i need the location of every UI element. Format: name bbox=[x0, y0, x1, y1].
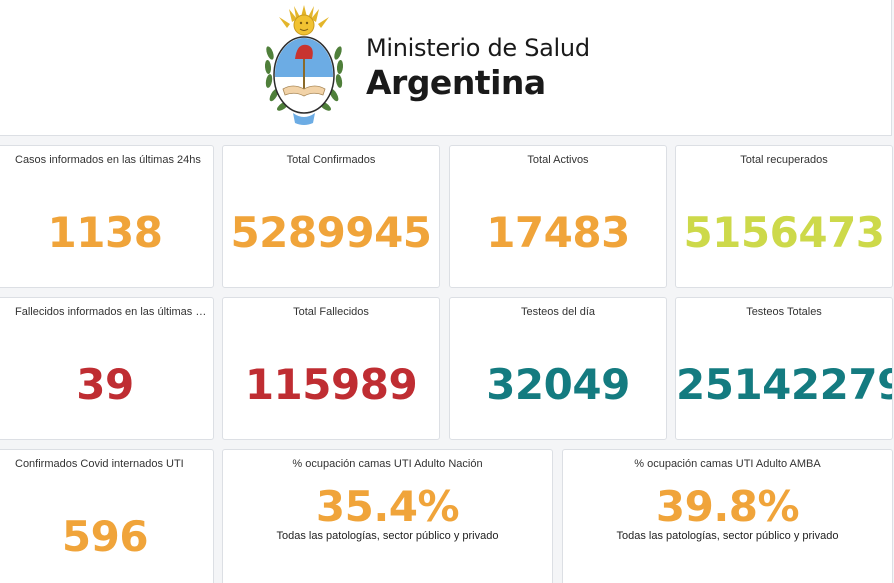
card-total-fallecidos: Total Fallecidos 115989 bbox=[222, 297, 440, 440]
card-value: 39 bbox=[76, 360, 134, 409]
card-value: 25142279 bbox=[676, 360, 893, 409]
card-title: % ocupación camas UTI Adulto AMBA bbox=[634, 458, 821, 470]
card-total-recuperados: Total recuperados 5156473 bbox=[675, 145, 893, 288]
card-value: 32049 bbox=[486, 360, 630, 409]
card-title: % ocupación camas UTI Adulto Nación bbox=[292, 458, 483, 470]
card-casos-ultimas: Casos informados en las últimas 24hs 113… bbox=[0, 145, 214, 288]
card-total-confirmados: Total Confirmados 5289945 bbox=[222, 145, 440, 288]
card-title: Total Confirmados bbox=[286, 154, 376, 166]
card-title: Total Activos bbox=[527, 154, 589, 166]
card-title: Casos informados en las últimas 24hs bbox=[15, 154, 201, 166]
card-internados-uti: Confirmados Covid internados UTI 596 bbox=[0, 449, 214, 583]
card-ocupacion-amba: % ocupación camas UTI Adulto AMBA 39.8% … bbox=[562, 449, 893, 583]
card-fallecidos-ultimas: Fallecidos informados en las últimas 24h… bbox=[0, 297, 214, 440]
card-value: 5156473 bbox=[683, 208, 885, 257]
header-banner: Ministerio de Salud Argentina bbox=[0, 0, 892, 136]
card-title: Fallecidos informados en las últimas 24h… bbox=[15, 306, 207, 318]
card-testeos-totales: Testeos Totales 25142279 bbox=[675, 297, 893, 440]
ministry-name: Ministerio de Salud bbox=[366, 34, 590, 62]
brand-block: Ministerio de Salud Argentina bbox=[366, 33, 590, 103]
card-value: 1138 bbox=[47, 208, 163, 257]
country-name: Argentina bbox=[366, 63, 546, 102]
card-testeos-dia: Testeos del día 32049 bbox=[449, 297, 667, 440]
card-value: 5289945 bbox=[230, 208, 432, 257]
card-title: Testeos del día bbox=[521, 306, 595, 318]
card-value: 17483 bbox=[486, 208, 630, 257]
card-value: 39.8% bbox=[655, 482, 800, 531]
card-title: Total Fallecidos bbox=[293, 306, 369, 318]
card-value: 115989 bbox=[244, 360, 418, 409]
card-title: Confirmados Covid internados UTI bbox=[15, 458, 184, 470]
card-value: 35.4% bbox=[315, 482, 460, 531]
card-value: 596 bbox=[61, 512, 149, 561]
card-title: Total recuperados bbox=[740, 154, 828, 166]
coat-of-arms-argentina-icon bbox=[264, 5, 344, 125]
card-subtitle: Todas las patologías, sector público y p… bbox=[616, 530, 839, 542]
card-ocupacion-nacion: % ocupación camas UTI Adulto Nación 35.4… bbox=[222, 449, 553, 583]
card-title: Testeos Totales bbox=[746, 306, 822, 318]
card-total-activos: Total Activos 17483 bbox=[449, 145, 667, 288]
card-subtitle: Todas las patologías, sector público y p… bbox=[276, 530, 499, 542]
